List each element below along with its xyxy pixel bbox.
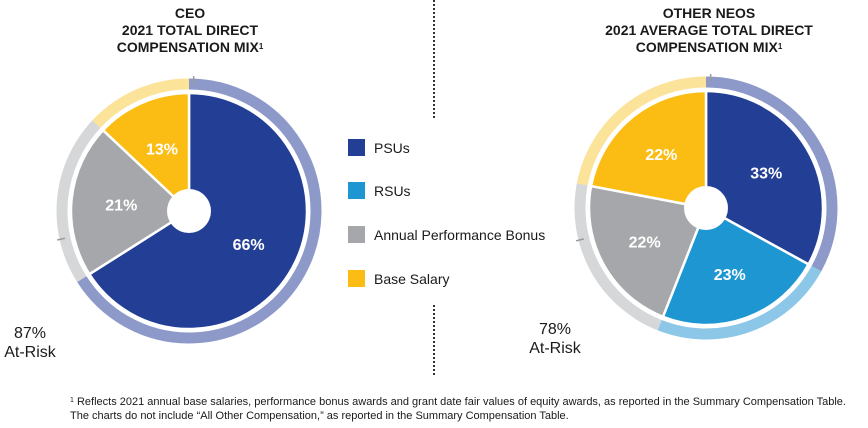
center-divider-bottom bbox=[433, 305, 435, 375]
neo-at-risk-percent: 78% bbox=[538, 321, 572, 338]
ceo-label-base-salary: 13% bbox=[146, 142, 178, 159]
neo-slice-psus bbox=[704, 89, 825, 266]
neo-at-risk-callout: 78% At-Risk bbox=[520, 320, 590, 358]
ceo-ring-psus bbox=[77, 78, 322, 344]
ceo-title-footnote-marker: 1 bbox=[258, 42, 264, 51]
ceo-center-hole bbox=[167, 189, 211, 233]
ceo-title-line-1: CEO bbox=[174, 5, 206, 21]
ceo-slice-annual-performance-bonus bbox=[69, 128, 191, 276]
ceo-label-psus: 66% bbox=[233, 237, 265, 254]
neo-center-hole bbox=[684, 186, 728, 230]
legend-swatch-rsus bbox=[348, 182, 365, 199]
neo-label-annual-performance-bonus: 22% bbox=[629, 235, 661, 252]
neo-ring-psus bbox=[705, 76, 838, 272]
legend-label-bonus: Annual Performance Bonus bbox=[374, 227, 546, 243]
neo-title-line-2: 2021 AVERAGE TOTAL DIRECT bbox=[605, 22, 813, 38]
legend-label-base-salary: Base Salary bbox=[374, 271, 450, 287]
neo-label-rsus: 23% bbox=[714, 267, 746, 284]
ceo-title-line-2: 2021 TOTAL DIRECT bbox=[121, 22, 259, 38]
ceo-slice-base-salary bbox=[101, 91, 191, 213]
neo-chart-title: OTHER NEOS 2021 AVERAGE TOTAL DIRECT COM… bbox=[559, 5, 859, 56]
footnote: 1 Reflects 2021 annual base salaries, pe… bbox=[70, 395, 865, 423]
legend-label-psus: PSUs bbox=[374, 140, 410, 156]
legend-swatch-psus bbox=[348, 139, 365, 156]
neo-ring-base-salary bbox=[576, 76, 707, 186]
neo-title-line-1: OTHER NEOS bbox=[662, 5, 756, 21]
neo-slice-base-salary bbox=[589, 89, 708, 210]
neo-slice-rsus bbox=[661, 206, 810, 327]
legend-swatch-base-salary bbox=[348, 270, 365, 287]
ceo-at-risk-percent: 87% bbox=[13, 325, 47, 342]
neo-title-footnote-marker: 1 bbox=[777, 42, 783, 51]
neo-label-base-salary: 22% bbox=[645, 147, 677, 164]
neo-ring-annual-performance-bonus bbox=[574, 183, 662, 331]
ceo-ring-base-salary bbox=[92, 78, 190, 128]
ceo-at-risk-label: At-Risk bbox=[4, 344, 56, 361]
ceo-label-annual-performance-bonus: 21% bbox=[105, 198, 137, 215]
footnote-text: Reflects 2021 annual base salaries, perf… bbox=[70, 396, 846, 422]
ceo-at-risk-callout: 87% At-Risk bbox=[0, 324, 60, 362]
ceo-chart-title: CEO 2021 TOTAL DIRECT COMPENSATION MIX1 bbox=[40, 5, 340, 56]
neo-at-risk-label: At-Risk bbox=[529, 340, 581, 357]
neo-bracket-tick-start bbox=[575, 238, 585, 242]
ceo-ring-annual-performance-bonus bbox=[56, 120, 101, 282]
footnote-marker: 1 bbox=[70, 397, 74, 404]
ceo-bracket-tick-start bbox=[56, 237, 66, 241]
center-divider-top bbox=[433, 0, 435, 118]
legend-swatch-bonus bbox=[348, 226, 365, 243]
ceo-title-line-3: COMPENSATION MIX bbox=[116, 39, 259, 55]
neo-label-psus: 33% bbox=[750, 165, 782, 182]
neo-slice-annual-performance-bonus bbox=[587, 184, 708, 319]
legend-label-rsus: RSUs bbox=[374, 183, 411, 199]
neo-title-line-3: COMPENSATION MIX bbox=[635, 39, 778, 55]
neo-ring-rsus bbox=[657, 266, 822, 340]
